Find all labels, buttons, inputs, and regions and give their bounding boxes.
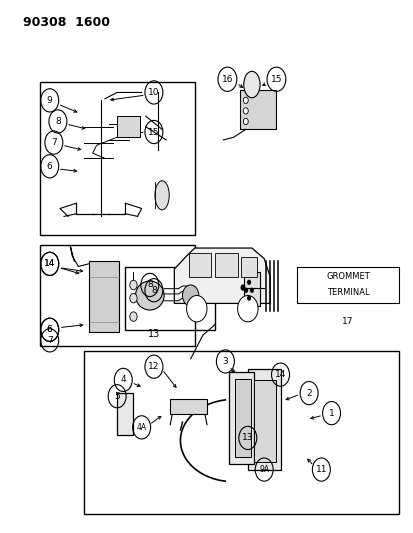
Text: 6: 6 <box>47 162 52 171</box>
Text: 6: 6 <box>47 325 52 334</box>
Text: 4A: 4A <box>136 423 146 432</box>
Text: 12: 12 <box>148 362 159 371</box>
Bar <box>296 266 398 303</box>
Circle shape <box>247 280 251 285</box>
Text: 7: 7 <box>51 138 57 147</box>
Ellipse shape <box>154 181 169 210</box>
Text: 2: 2 <box>306 389 311 398</box>
Text: TERMINAL: TERMINAL <box>326 288 368 297</box>
Text: 90308  1600: 90308 1600 <box>23 16 110 29</box>
Circle shape <box>237 295 257 322</box>
Circle shape <box>240 285 245 291</box>
Text: 16: 16 <box>221 75 233 84</box>
Text: 13: 13 <box>242 433 253 442</box>
Bar <box>234 379 251 457</box>
Bar <box>247 369 280 470</box>
Bar <box>188 253 211 277</box>
Text: 15: 15 <box>148 127 159 136</box>
Bar <box>40 82 194 235</box>
Bar <box>253 380 276 462</box>
Bar <box>240 257 256 277</box>
Text: 5: 5 <box>114 392 120 401</box>
Circle shape <box>243 118 248 125</box>
Bar <box>125 266 215 330</box>
Bar <box>40 245 194 345</box>
Text: 15: 15 <box>270 75 282 84</box>
Circle shape <box>244 288 248 293</box>
Text: 4: 4 <box>120 375 126 384</box>
Text: 8: 8 <box>55 117 61 126</box>
Circle shape <box>130 293 137 303</box>
Polygon shape <box>174 248 270 303</box>
Text: 14: 14 <box>274 370 285 379</box>
Circle shape <box>186 295 206 322</box>
Ellipse shape <box>135 281 164 310</box>
Bar <box>84 351 398 514</box>
Text: 11: 11 <box>315 465 326 474</box>
Bar <box>170 399 206 414</box>
Text: GROMMET: GROMMET <box>325 272 369 281</box>
Text: 1: 1 <box>328 409 334 418</box>
Bar <box>117 116 139 138</box>
Text: 9: 9 <box>47 96 52 105</box>
Ellipse shape <box>182 285 198 306</box>
Bar <box>243 272 259 306</box>
Bar <box>117 393 133 435</box>
Text: 7: 7 <box>47 336 52 345</box>
Circle shape <box>247 295 251 301</box>
Text: 8: 8 <box>147 280 152 289</box>
Text: 13: 13 <box>147 329 160 339</box>
Text: 17: 17 <box>341 317 353 326</box>
Text: 14: 14 <box>44 260 55 268</box>
Text: 14: 14 <box>44 260 55 268</box>
Ellipse shape <box>243 71 259 98</box>
Text: 3: 3 <box>222 357 228 366</box>
Circle shape <box>130 280 137 290</box>
Circle shape <box>243 97 248 103</box>
Circle shape <box>243 108 248 114</box>
Bar <box>88 261 119 333</box>
Text: 8: 8 <box>151 286 157 295</box>
Bar <box>239 90 276 130</box>
Bar <box>215 253 237 277</box>
Text: 9A: 9A <box>259 465 268 474</box>
Text: 6: 6 <box>47 325 52 334</box>
Text: 10: 10 <box>148 88 159 97</box>
Circle shape <box>130 312 137 321</box>
Bar <box>229 372 253 464</box>
Circle shape <box>249 288 253 293</box>
